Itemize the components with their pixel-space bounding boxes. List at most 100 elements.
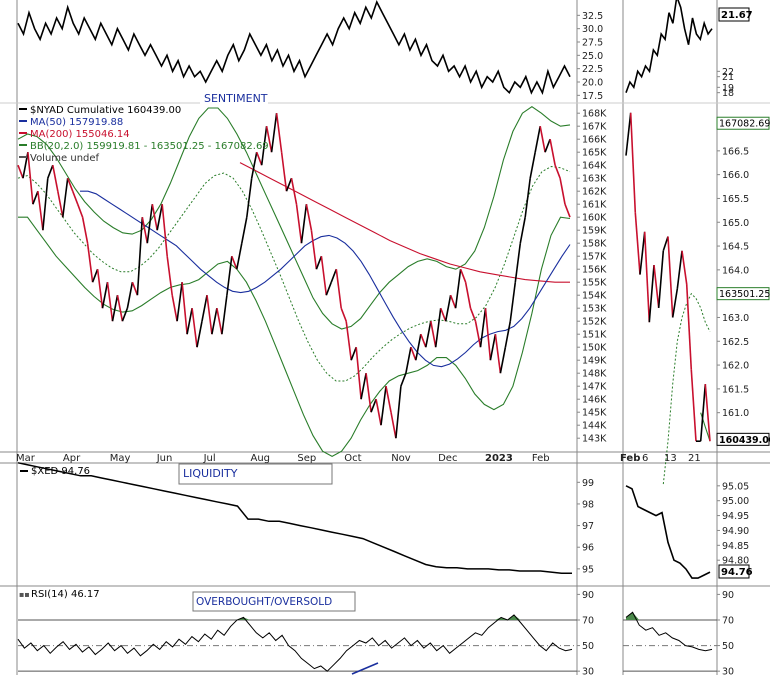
legend-entry: BB(20,2.0) 159919.81 - 163501.25 - 16708… — [30, 141, 269, 152]
nyad-axis-tick-label: 155K — [582, 278, 607, 289]
price-segment — [439, 307, 447, 322]
price-segment — [355, 347, 362, 400]
xed-zoom-axis-tick-label: 94.85 — [722, 541, 749, 552]
price-segment — [315, 255, 323, 270]
rsi-zoom-line — [625, 611, 713, 652]
price-segment — [196, 321, 203, 348]
nyad-zoom-axis-tick-label: 163.0 — [722, 313, 749, 324]
price-segment — [47, 164, 54, 179]
price-segment — [176, 282, 183, 322]
price-segment — [181, 282, 188, 335]
price-segment — [116, 295, 124, 322]
price-segment — [360, 373, 367, 400]
zoom-date-axis: Feb 6 13 21 — [620, 453, 701, 464]
price-segment — [504, 321, 512, 348]
nyad-axis-tick-label: 159K — [582, 226, 607, 237]
sentiment-zoom-axis-tick-label: 21 — [722, 72, 734, 83]
price-segment — [310, 230, 318, 270]
rsi-zoom-axis-tick-label: 90 — [722, 590, 734, 601]
sentiment-zoom-axis-tick-label: 19 — [722, 83, 734, 94]
month-label: Jul — [203, 453, 216, 464]
sentiment-axis-tick-label: 20.0 — [582, 78, 603, 89]
xed-line — [17, 462, 572, 574]
price-segment — [375, 399, 382, 426]
value-marker-box — [716, 432, 770, 446]
zoom-price-line — [625, 112, 711, 443]
price-segment — [459, 268, 467, 283]
nyad-axis-tick-label: 144K — [582, 421, 607, 432]
price-segment — [265, 126, 273, 153]
month-label: Oct — [344, 453, 361, 464]
nyad-axis-tick-label: 165K — [582, 148, 607, 159]
sentiment-zoom-line — [625, 0, 713, 93]
price-segment — [42, 178, 49, 231]
month-label: Dec — [438, 453, 457, 464]
xed-zoom-axis-tick-label: 94.90 — [722, 526, 749, 537]
price-segment — [206, 295, 213, 335]
price-segment — [454, 269, 462, 309]
price-segment — [549, 139, 556, 166]
legend-entry: MA(50) 157919.88 — [30, 117, 123, 128]
price-segment — [96, 269, 104, 309]
price-segment — [365, 373, 372, 413]
price-segment — [400, 372, 407, 387]
price-segment — [275, 113, 283, 153]
price-segment — [340, 307, 347, 322]
nyad-zoom-axis-tick-label: 165.5 — [722, 194, 749, 205]
sentiment-axis-tick-label: 32.5 — [582, 11, 603, 22]
price-segment — [151, 204, 158, 231]
rsi-title: OVERBOUGHT/OVERSOLD — [196, 596, 332, 608]
nyad-price-line — [17, 113, 571, 439]
zoom-price-segment — [657, 250, 665, 308]
nyad-zoom-axis-tick-label: 161.0 — [722, 408, 749, 419]
month-label: Aug — [251, 453, 271, 464]
price-segment — [534, 126, 541, 153]
zoom-price-segment — [653, 265, 660, 308]
value-marker-box — [716, 287, 770, 301]
zoom-price-segment — [676, 250, 683, 289]
price-segment — [469, 307, 477, 322]
rsi-icon: ▪▪ — [19, 590, 30, 599]
price-segment — [285, 177, 293, 192]
month-axis: Mar Apr May Jun Jul Aug Sep Oct Nov Dec 2023 Feb — [16, 453, 550, 464]
month-label: May — [110, 453, 131, 464]
price-segment — [255, 151, 263, 166]
xed-axis-tick-label: 98 — [582, 499, 594, 510]
price-segment — [280, 152, 288, 192]
price-segment — [529, 152, 536, 179]
xed-zoom-line — [625, 485, 711, 579]
nyad-axis-tick-label: 162K — [582, 187, 607, 198]
rsi-line — [17, 614, 573, 672]
price-segment — [231, 255, 238, 270]
price-segment — [479, 308, 487, 348]
price-segment — [37, 191, 44, 231]
month-label: Sep — [297, 453, 316, 464]
price-segment — [559, 178, 566, 205]
price-segment — [146, 204, 154, 244]
sentiment-axis-tick-label: 17.5 — [582, 91, 603, 102]
price-segment — [405, 347, 412, 374]
month-label: Nov — [391, 453, 411, 464]
price-segment — [494, 334, 502, 374]
zoom-date-label: 6 — [642, 453, 648, 464]
price-segment — [345, 321, 352, 361]
xed-zoom-axis-tick-label: 94.80 — [722, 556, 749, 567]
price-segment — [320, 256, 328, 296]
month-label: Feb — [532, 453, 550, 464]
zoom-price-segment — [639, 231, 646, 275]
zoom-date-label: Feb — [620, 453, 640, 464]
xed-label: $XED 94.76 — [31, 466, 90, 477]
price-segment — [539, 126, 546, 153]
sentiment-axis-tick-label: 30.0 — [582, 24, 603, 35]
xed-zoom-axis-tick-label: 94.95 — [722, 511, 749, 522]
price-segment — [434, 308, 442, 348]
price-segment — [420, 333, 427, 348]
nyad-zoom-axis-tick-label: 162.5 — [722, 337, 749, 348]
nyad-axis-tick-label: 146K — [582, 395, 607, 406]
price-segment — [236, 243, 243, 270]
price-segment — [489, 334, 497, 361]
nyad-axis-tick-label: 149K — [582, 356, 607, 367]
zoom-date-label: 13 — [664, 453, 677, 464]
